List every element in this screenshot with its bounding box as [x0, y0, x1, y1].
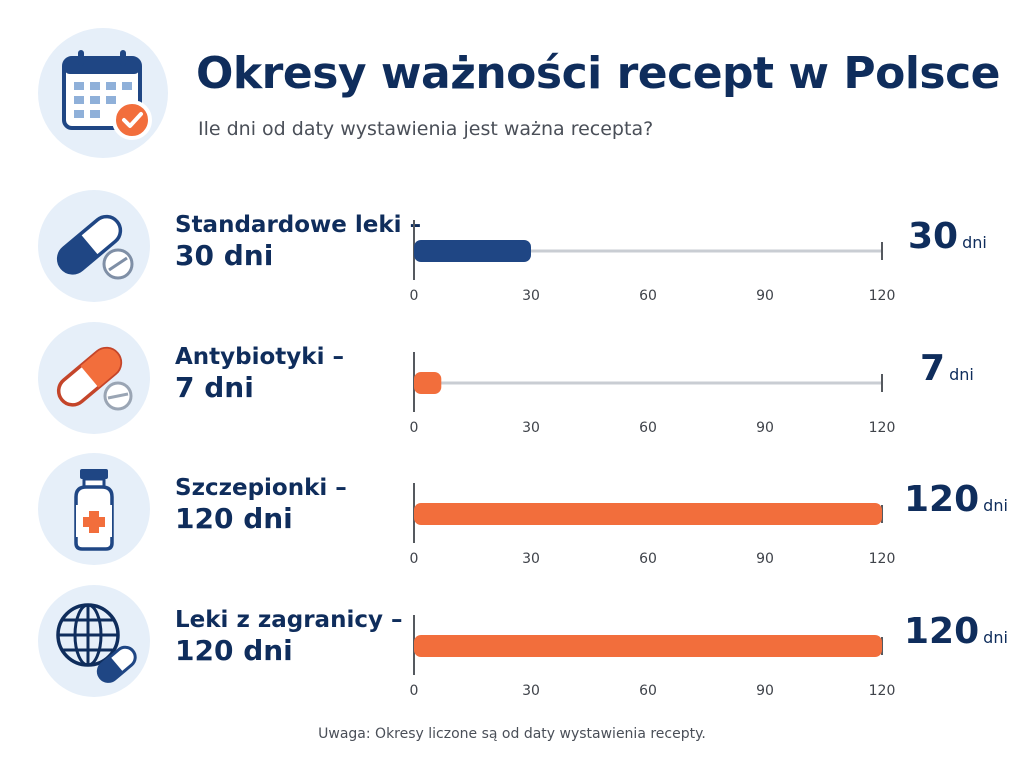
- chart-row-foreign: Leki z zagranicy – 120 dni 0 30 60 90 120 12…: [0, 585, 1024, 715]
- bar: [414, 240, 531, 262]
- tick-label: 30: [522, 288, 540, 304]
- tick-label: 90: [756, 288, 774, 304]
- value-number: 120: [904, 611, 980, 652]
- row-label-line2: 120 dni: [175, 634, 293, 668]
- row-label-line1: Standardowe leki –: [175, 212, 422, 238]
- antibiotic-capsule-icon: [38, 322, 150, 434]
- page-subtitle: Ile dni od daty wystawienia jest ważna r…: [198, 118, 654, 140]
- value-number: 7: [920, 348, 946, 389]
- tick-label: 60: [639, 420, 657, 436]
- bar-chart-row: 0 30 60 90 120: [410, 615, 896, 699]
- bar: [414, 503, 882, 525]
- tick-label: 60: [639, 683, 657, 699]
- tick-label: 0: [410, 420, 419, 436]
- tick-label: 90: [756, 683, 774, 699]
- row-label-line1: Antybiotyki –: [175, 344, 344, 370]
- chart-row-standard: Standardowe leki – 30 dni 0 30 60 90 120 30 d…: [0, 190, 1024, 320]
- chart-row-antibiotics: Antybiotyki – 7 dni 0 30 60 90 120 7 dni: [0, 322, 1024, 452]
- tick-label: 60: [639, 551, 657, 567]
- globe-pill-icon: [38, 585, 150, 697]
- row-label-line1: Leki z zagranicy –: [175, 607, 403, 633]
- bar-chart-row: 0 30 60 90 120: [410, 220, 896, 304]
- calendar-check-icon: [38, 28, 168, 158]
- bar-chart-row: 0 30 60 90 120: [410, 352, 896, 436]
- tick-label: 0: [410, 551, 419, 567]
- tick-label: 90: [756, 551, 774, 567]
- tick-label: 90: [756, 420, 774, 436]
- tick-label: 120: [869, 551, 896, 567]
- tick-label: 0: [410, 288, 419, 304]
- pill-capsule-icon: [38, 190, 150, 302]
- bar: [414, 372, 442, 394]
- value-number: 30: [908, 216, 959, 257]
- bar: [414, 635, 882, 657]
- row-label-line2: 7 dni: [175, 371, 254, 405]
- tick-label: 30: [522, 683, 540, 699]
- tick-label: 0: [410, 683, 419, 699]
- tick-label: 60: [639, 288, 657, 304]
- value-unit: dni: [983, 628, 1008, 647]
- tick-label: 120: [869, 288, 896, 304]
- row-label-line2: 30 dni: [175, 239, 274, 273]
- row-label-line1: Szczepionki –: [175, 475, 347, 501]
- value-unit: dni: [949, 365, 974, 384]
- page-title: Okresy ważności recept w Polsce: [196, 48, 1001, 99]
- tick-label: 30: [522, 420, 540, 436]
- row-label-line2: 120 dni: [175, 502, 293, 536]
- value-unit: dni: [962, 233, 987, 252]
- vaccine-vial-icon: [38, 453, 150, 565]
- tick-label: 120: [869, 420, 896, 436]
- chart-row-vaccines: Szczepionki – 120 dni 0 30 60 90 120 120 dni: [0, 453, 1024, 583]
- tick-label: 30: [522, 551, 540, 567]
- value-number: 120: [904, 479, 980, 520]
- value-unit: dni: [983, 496, 1008, 515]
- footnote: Uwaga: Okresy liczone są od daty wystawi…: [318, 726, 706, 742]
- bar-chart-row: 0 30 60 90 120: [410, 483, 896, 567]
- tick-label: 120: [869, 683, 896, 699]
